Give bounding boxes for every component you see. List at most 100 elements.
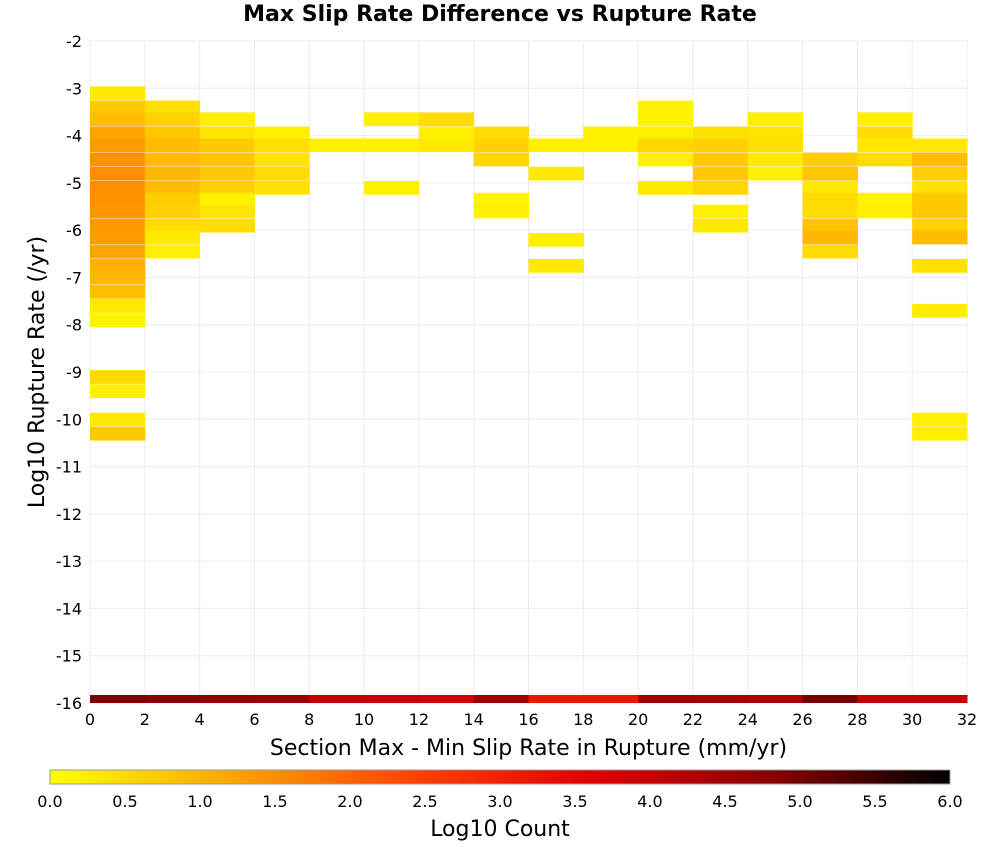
- heatmap-cell: [692, 138, 749, 153]
- heatmap-cell: [912, 204, 968, 219]
- heatmap-cell: [90, 138, 146, 153]
- heatmap-cell: [912, 152, 968, 167]
- heatmap-cell: [638, 112, 694, 127]
- heatmap-cell: [364, 695, 420, 703]
- heatmap-cell: [144, 100, 201, 115]
- heatmap-cell: [912, 426, 968, 441]
- heatmap-cell: [638, 126, 694, 141]
- heatmap-cell: [364, 112, 420, 127]
- heatmap-cell: [857, 204, 913, 219]
- heatmap-cell: [144, 230, 201, 245]
- x-tick-label: 32: [957, 710, 977, 729]
- heatmap-cell: [90, 695, 146, 703]
- heatmap-cell: [418, 112, 475, 127]
- heatmap-cell: [144, 138, 201, 153]
- heatmap-cell: [144, 126, 201, 141]
- y-axis-title: Log10 Rupture Rate (/yr): [25, 236, 50, 508]
- heatmap-cell: [747, 166, 804, 181]
- y-tick-label: -3: [66, 79, 82, 98]
- heatmap-cell: [747, 695, 804, 703]
- heatmap-cell: [90, 313, 146, 328]
- heatmap-cell: [528, 166, 584, 181]
- y-tick-label: -2: [66, 32, 82, 51]
- heatmap-cell: [144, 180, 201, 195]
- heatmap-cell: [144, 112, 201, 127]
- heatmap-cell: [857, 152, 913, 167]
- x-tick-label: 4: [195, 710, 205, 729]
- x-tick-label: 28: [847, 710, 867, 729]
- heatmap-cell: [90, 270, 146, 285]
- heatmap-cell: [90, 166, 146, 181]
- heatmap-cell: [144, 695, 201, 703]
- x-tick-label: 24: [738, 710, 758, 729]
- heatmap-cell: [364, 180, 420, 195]
- heatmap-cell: [473, 192, 529, 207]
- heatmap-cell: [199, 166, 255, 181]
- heatmap-cell: [692, 152, 749, 167]
- x-tick-label: 0: [85, 710, 95, 729]
- y-tick-label: -12: [56, 505, 82, 524]
- colorbar-tick-label: 3.5: [562, 792, 587, 811]
- heatmap-cell: [90, 204, 146, 219]
- colorbar-tick-label: 3.0: [487, 792, 512, 811]
- heatmap-cell: [857, 126, 913, 141]
- x-tick-label: 30: [902, 710, 922, 729]
- heatmap-cell: [473, 152, 529, 167]
- heatmap-cell: [90, 284, 146, 299]
- heatmap-cell: [199, 138, 255, 153]
- x-tick-label: 6: [249, 710, 259, 729]
- x-axis-title: Section Max - Min Slip Rate in Rupture (…: [270, 736, 787, 761]
- heatmap-cell: [309, 138, 365, 153]
- heatmap-cell: [692, 695, 749, 703]
- heatmap-cell: [692, 204, 749, 219]
- heatmap-cell: [747, 152, 804, 167]
- heatmap-cell: [802, 152, 858, 167]
- heatmap-cell: [473, 695, 529, 703]
- heatmap-cell: [199, 112, 255, 127]
- x-tick-label: 22: [683, 710, 703, 729]
- colorbar-title: Log10 Count: [430, 817, 570, 842]
- colorbar-tick-label: 2.5: [412, 792, 437, 811]
- heatmap-cell: [857, 695, 913, 703]
- y-tick-label: -9: [66, 363, 82, 382]
- heatmap-cell: [912, 218, 968, 233]
- heatmap-cell: [528, 232, 584, 247]
- colorbar: [49, 769, 951, 785]
- heatmap-cell: [90, 126, 146, 141]
- heatmap-cell: [254, 180, 310, 195]
- heatmap-cell: [90, 100, 146, 115]
- heatmap-cell: [912, 303, 968, 318]
- heatmap-cell: [802, 230, 858, 245]
- heatmap-cell: [90, 244, 146, 259]
- y-tick-label: -16: [56, 694, 82, 713]
- heatmap-cell: [638, 138, 694, 153]
- y-tick-label: -11: [56, 458, 82, 477]
- colorbar-tick-label: 1.0: [187, 792, 212, 811]
- heatmap-cell: [583, 138, 639, 153]
- heatmap-cell: [528, 138, 584, 153]
- heatmap-cell: [364, 138, 420, 153]
- heatmap-cell: [638, 100, 694, 115]
- heatmap-cell: [199, 192, 255, 207]
- heatmap-cell: [473, 126, 529, 141]
- heatmap-cell: [144, 244, 201, 259]
- heatmap-cell: [90, 384, 146, 399]
- x-tick-label: 14: [464, 710, 484, 729]
- heatmap-cell: [912, 166, 968, 181]
- heatmap-cell: [309, 695, 365, 703]
- heatmap-cell: [857, 138, 913, 153]
- x-tick-label: 26: [792, 710, 812, 729]
- heatmap-cell: [90, 192, 146, 207]
- heatmap-cell: [473, 138, 529, 153]
- heatmap-cell: [90, 152, 146, 167]
- heatmap-cell: [90, 299, 146, 313]
- heatmap-cell: [912, 180, 968, 195]
- heatmap-cell: [199, 152, 255, 167]
- heatmap-cell: [912, 192, 968, 207]
- heatmap-cell: [692, 180, 749, 195]
- colorbar-tick-label: 1.5: [262, 792, 287, 811]
- heatmap-cell: [747, 126, 804, 141]
- heatmap-cell: [747, 138, 804, 153]
- heatmap-cell: [144, 204, 201, 219]
- x-tick-label: 20: [628, 710, 648, 729]
